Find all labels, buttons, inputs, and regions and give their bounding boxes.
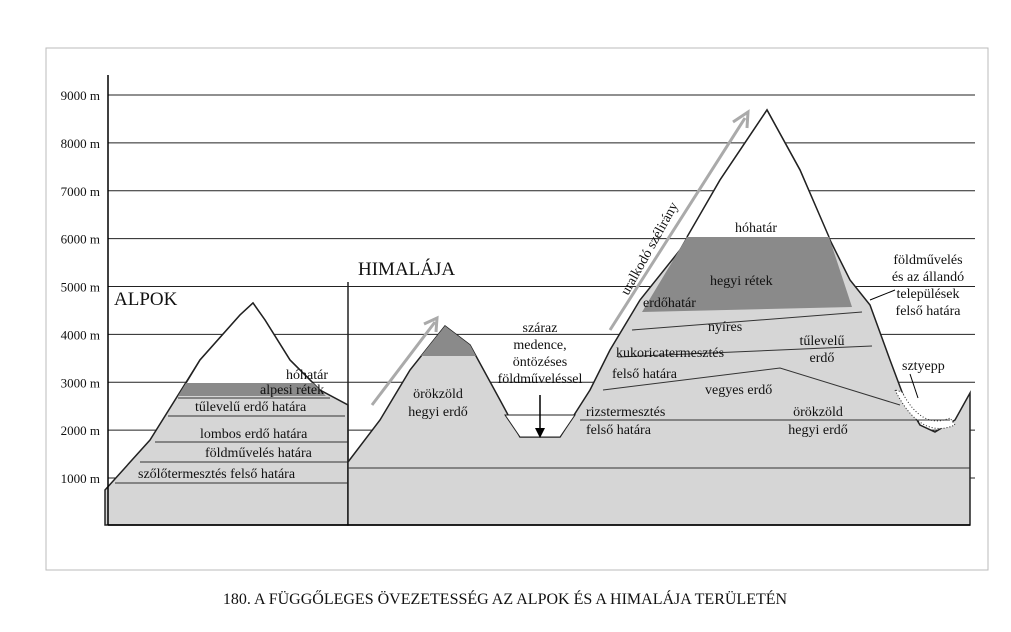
y-tick-label: 2000 m — [61, 423, 100, 438]
zone-label: hegyi erdő — [408, 405, 467, 420]
zone-label: hóhatár — [286, 368, 328, 383]
zone-label: települések — [897, 287, 960, 302]
zone-label: hegyi rétek — [710, 274, 773, 289]
region-label: ALPOK — [114, 289, 178, 310]
zone-label: hegyi erdő — [788, 423, 847, 438]
alps-ridge — [185, 301, 314, 384]
steppe-arrow — [909, 373, 919, 399]
zone-label: felső határa — [586, 423, 652, 438]
himalaya-meadow — [642, 237, 852, 312]
zone-label: felső határa — [896, 304, 962, 319]
zone-label: örökzöld — [793, 405, 843, 420]
himalaya-mountain — [347, 108, 971, 526]
zone-label: földműveléssel — [498, 372, 583, 387]
zone-label: száraz — [523, 321, 558, 336]
zone-label: vegyes erdő — [705, 383, 772, 398]
basin-arrow-head — [535, 428, 545, 438]
y-tick-label: 7000 m — [61, 184, 100, 199]
zone-label: örökzöld — [413, 387, 463, 402]
y-tick-label: 1000 m — [61, 471, 100, 486]
himalaya-ridge — [686, 108, 830, 238]
zone-label: tűlevelű — [799, 334, 844, 349]
zone-label: földművelés — [893, 253, 962, 268]
alps-meadow — [178, 383, 326, 396]
zone-label: felső határa — [612, 367, 678, 382]
zone-label: medence, — [513, 338, 566, 353]
left-peak-cap — [421, 326, 476, 356]
zone-label: erdőhatár — [643, 296, 696, 311]
y-tick-label: 6000 m — [61, 232, 100, 247]
zone-label: nyíres — [708, 320, 742, 335]
y-tick-label: 8000 m — [61, 136, 100, 151]
zone-label: sztyepp — [902, 359, 945, 374]
zone-label: és az állandó — [892, 270, 964, 285]
y-tick-label: 5000 m — [61, 280, 100, 295]
alps-snow — [186, 303, 313, 383]
zone-label: alpesi rétek — [260, 383, 324, 398]
y-tick-label: 4000 m — [61, 327, 100, 342]
zone-label: hóhatár — [735, 221, 777, 236]
zone-label: szőlőtermesztés felső határa — [138, 467, 296, 482]
region-label: HIMALÁJA — [358, 258, 455, 280]
himalaya-zone-lines — [348, 311, 970, 469]
alps-zone-lines — [115, 397, 348, 484]
zone-label: földművelés határa — [205, 446, 313, 461]
zone-label: erdő — [810, 351, 835, 366]
wind-arrows — [370, 109, 750, 406]
zone-label: kukoricatermesztés — [616, 346, 724, 361]
zone-label: rizstermesztés — [586, 405, 665, 420]
steppe-band — [894, 389, 956, 429]
zone-label: öntözéses — [513, 355, 567, 370]
y-tick-label: 9000 m — [61, 88, 100, 103]
settlement-pointer — [869, 289, 896, 301]
zone-label: lombos erdő határa — [200, 427, 308, 442]
caption: 180. A FÜGGŐLEGES ÖVEZETESSÉG AZ ALPOK É… — [223, 589, 788, 608]
himalaya-snow — [687, 110, 829, 237]
y-tick-label: 3000 m — [61, 375, 100, 390]
zone-label: tűlevelű erdő határa — [195, 400, 307, 415]
frame — [45, 47, 989, 571]
